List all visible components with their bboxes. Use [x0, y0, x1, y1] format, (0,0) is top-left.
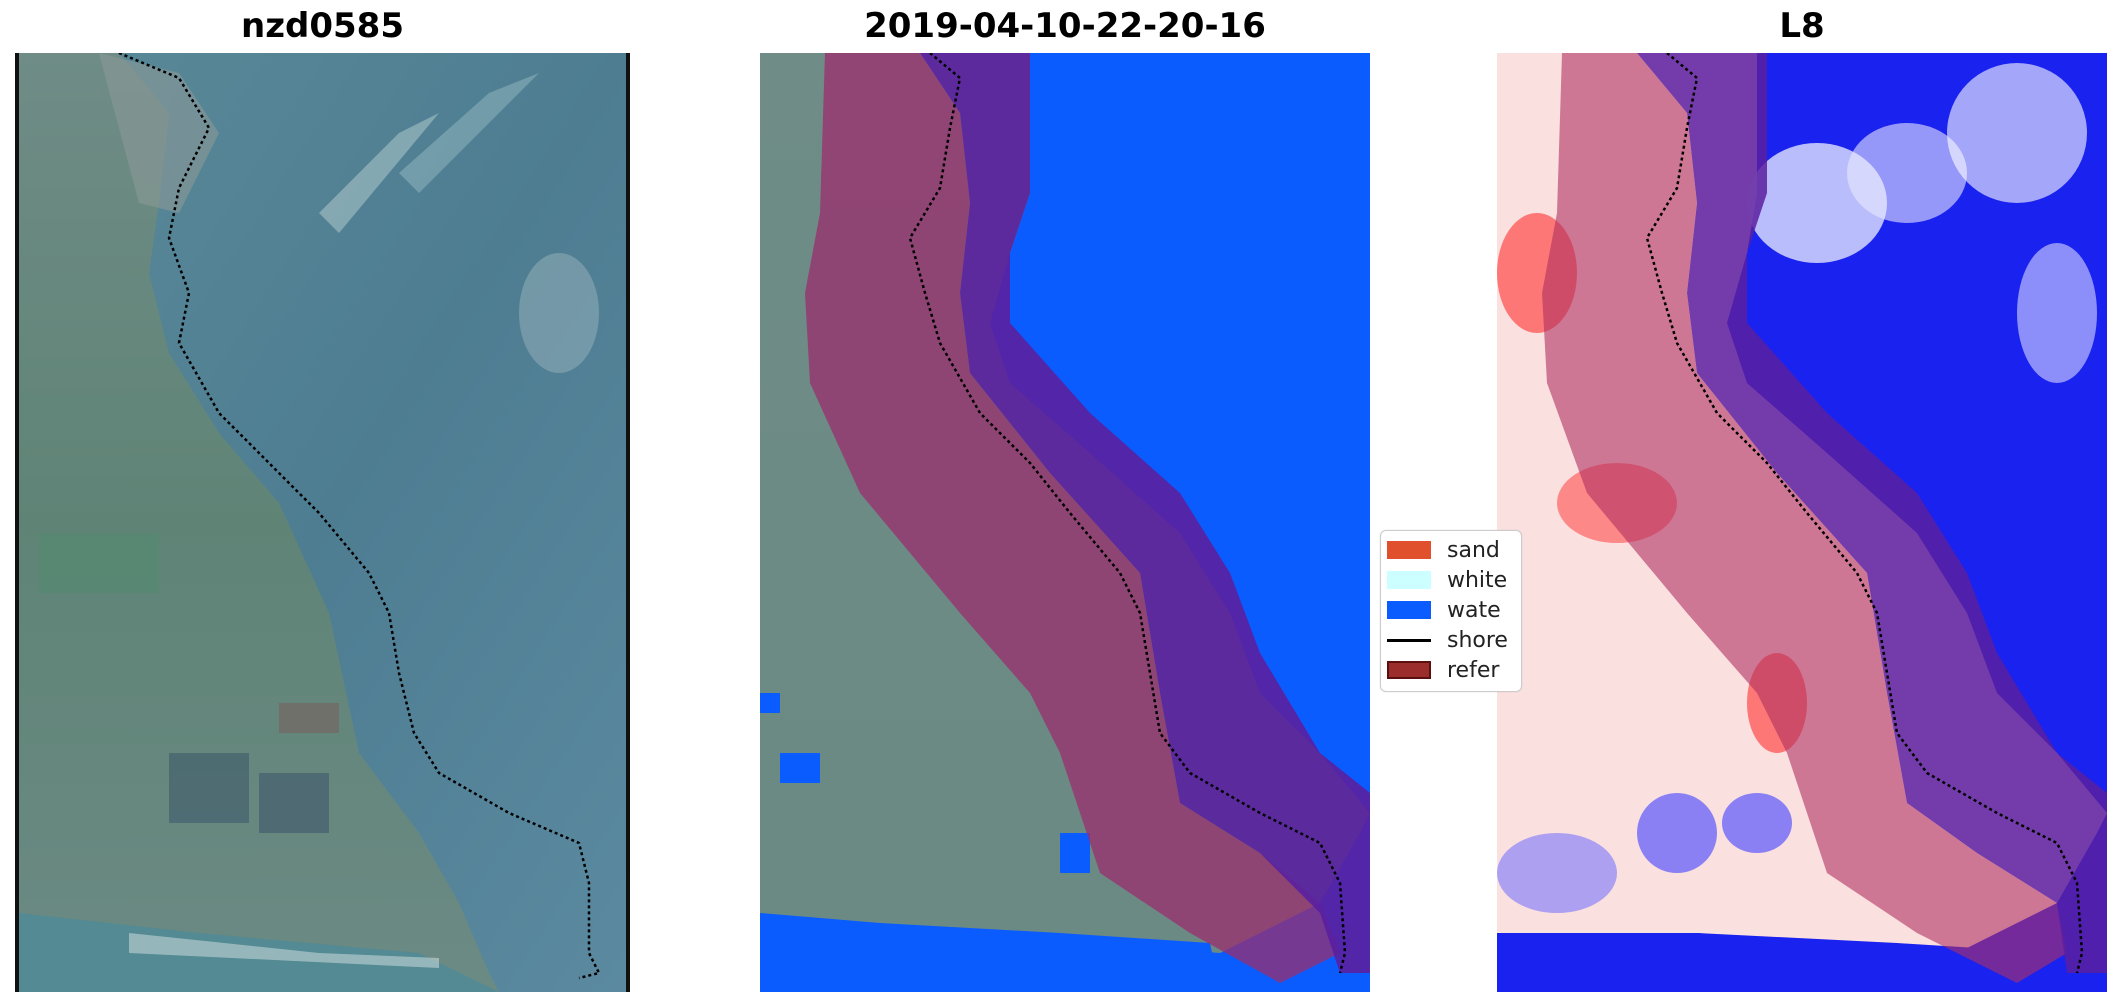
l8-index-image: [1497, 53, 2107, 992]
panel-title-left: nzd0585: [241, 6, 404, 46]
legend-item-white: white: [1387, 567, 1507, 593]
white-swatch: [1387, 571, 1431, 589]
legend: sand white wate shore refer: [1380, 530, 1522, 692]
sand-swatch: [1387, 541, 1431, 559]
classified-image: [760, 53, 1370, 992]
panel-title-right: L8: [1779, 6, 1825, 46]
rgb-image-panel: [15, 53, 630, 992]
legend-item-reference: refer: [1387, 657, 1499, 683]
legend-label-water: wate: [1447, 597, 1501, 623]
shoreline: [1645, 53, 2084, 974]
legend-label-shoreline: shore: [1447, 627, 1508, 653]
legend-label-reference: refer: [1447, 657, 1500, 683]
l8-index-panel: [1497, 53, 2107, 992]
shoreline: [908, 53, 1347, 974]
legend-item-water: wate: [1387, 597, 1501, 623]
legend-label-sand: sand: [1447, 537, 1500, 563]
legend-label-white: white: [1447, 567, 1508, 593]
shoreline-line: [1387, 638, 1431, 642]
rgb-image: [19, 53, 626, 992]
reference-swatch: [1387, 661, 1431, 679]
water-swatch: [1387, 601, 1431, 619]
legend-item-sand: sand: [1387, 537, 1500, 563]
panel-title-middle: 2019-04-10-22-20-16: [864, 6, 1266, 46]
legend-item-shoreline: shore: [1387, 627, 1508, 653]
classification-panel: [760, 53, 1370, 992]
